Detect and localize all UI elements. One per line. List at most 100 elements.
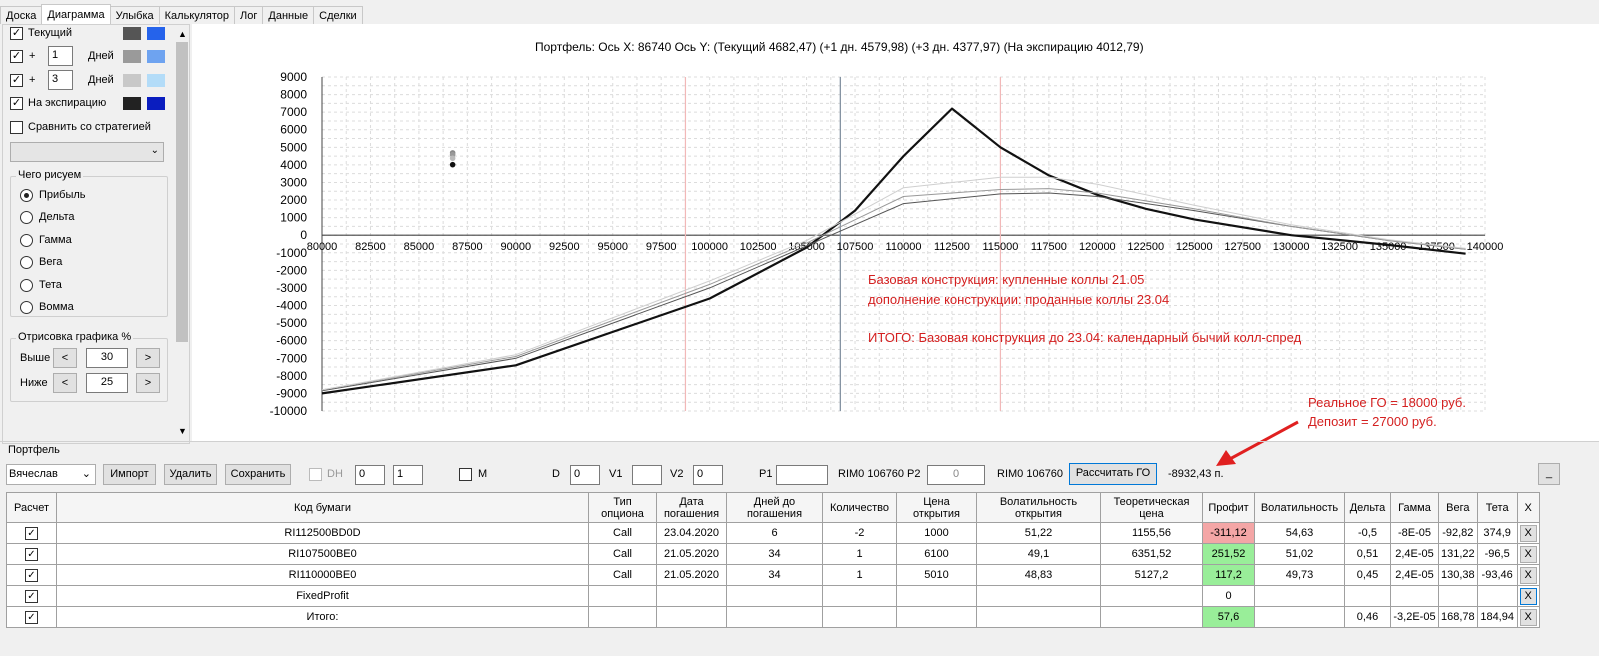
v2-input[interactable]: 0 <box>693 465 723 485</box>
plus1-color-2[interactable] <box>147 50 165 63</box>
delete-button[interactable]: Удалить <box>164 464 217 485</box>
plus3-color-1[interactable] <box>123 74 141 87</box>
plus3-days-input[interactable]: 3 <box>48 70 73 90</box>
tab-diagram[interactable]: Диаграмма <box>41 4 111 24</box>
current-checkbox[interactable]: ✓ <box>10 27 23 40</box>
col-open-price[interactable]: Цена открытия <box>896 492 977 523</box>
calc-cell[interactable]: ✓ <box>6 564 57 586</box>
d-label: D <box>552 468 560 480</box>
annotation-total: ИТОГО: Базовая конструкция до 23.04: кал… <box>868 330 1302 345</box>
calc-cell[interactable]: ✓ <box>6 606 57 628</box>
v1-input[interactable] <box>632 465 662 485</box>
calc-checkbox[interactable]: ✓ <box>25 610 38 624</box>
above-decrease-button[interactable]: < <box>53 348 77 368</box>
table-cell: 54,63 <box>1254 522 1345 544</box>
plus3-checkbox[interactable]: ✓ <box>10 74 23 87</box>
left-scrollbar[interactable]: ▲ ▼ <box>175 26 189 442</box>
dh-stepper-1[interactable]: 0 <box>355 465 385 485</box>
calc-checkbox[interactable]: ✓ <box>25 568 38 582</box>
tab-deals[interactable]: Сделки <box>313 6 363 24</box>
col-x[interactable]: X <box>1516 492 1540 523</box>
table-cell: -93,46 <box>1476 564 1518 586</box>
col-profit[interactable]: Профит <box>1202 492 1255 523</box>
remove-cell[interactable]: X <box>1516 522 1540 544</box>
table-cell <box>822 606 897 628</box>
calc-cell[interactable]: ✓ <box>6 543 57 565</box>
col-qty[interactable]: Количество <box>822 492 897 523</box>
col-code[interactable]: Код бумаги <box>56 492 589 523</box>
dh-stepper-2[interactable]: 1 <box>393 465 423 485</box>
col-vol[interactable]: Волатильность <box>1254 492 1345 523</box>
radio-vega[interactable] <box>20 256 33 269</box>
scroll-thumb[interactable] <box>176 42 188 342</box>
remove-cell[interactable]: X <box>1516 606 1540 628</box>
below-input[interactable]: 25 <box>86 373 128 393</box>
col-vega[interactable]: Вега <box>1438 492 1478 523</box>
table-row[interactable]: ✓ RI110000BE0 Call 21.05.2020 34 1 5010 48,83 51… <box>6 564 1540 586</box>
above-increase-button[interactable]: > <box>136 348 160 368</box>
remove-row-button[interactable]: X <box>1519 587 1537 605</box>
below-decrease-button[interactable]: < <box>53 373 77 393</box>
remove-row-button[interactable]: X <box>1519 608 1537 626</box>
radio-theta[interactable] <box>20 279 33 292</box>
expiration-checkbox[interactable]: ✓ <box>10 97 23 110</box>
remove-row-button[interactable]: X <box>1519 524 1537 542</box>
scroll-up-icon[interactable]: ▲ <box>178 29 187 39</box>
radio-delta[interactable] <box>20 211 33 224</box>
plus1-checkbox[interactable]: ✓ <box>10 50 23 63</box>
compare-checkbox[interactable] <box>10 121 23 134</box>
save-button[interactable]: Сохранить <box>225 464 291 485</box>
tab-data[interactable]: Данные <box>262 6 315 24</box>
expiration-color-2[interactable] <box>147 97 165 110</box>
radio-gamma[interactable] <box>20 234 33 247</box>
calc-go-button[interactable]: Рассчитать ГО <box>1069 463 1157 485</box>
import-button[interactable]: Импорт <box>103 464 156 485</box>
user-select[interactable]: Вячеслав ⌄ <box>6 464 96 485</box>
plus1-color-1[interactable] <box>123 50 141 63</box>
calc-checkbox[interactable]: ✓ <box>25 547 38 561</box>
below-increase-button[interactable]: > <box>136 373 160 393</box>
calc-checkbox[interactable]: ✓ <box>25 589 38 603</box>
p1-input[interactable] <box>776 465 828 485</box>
dh-checkbox[interactable] <box>309 468 322 481</box>
tab-log[interactable]: Лог <box>234 6 264 24</box>
remove-cell[interactable]: X <box>1516 585 1540 607</box>
current-label: Текущий <box>28 27 72 39</box>
remove-row-button[interactable]: X <box>1519 566 1537 584</box>
scroll-down-icon[interactable]: ▼ <box>178 426 187 436</box>
current-color-1[interactable] <box>123 27 141 40</box>
radio-vomma[interactable] <box>20 301 33 314</box>
p2-input[interactable]: 0 <box>927 465 985 485</box>
remove-cell[interactable]: X <box>1516 543 1540 565</box>
calc-cell[interactable]: ✓ <box>6 585 57 607</box>
col-date[interactable]: Дата погашения <box>656 492 727 523</box>
col-delta[interactable]: Дельта <box>1344 492 1391 523</box>
strategy-select[interactable]: ⌄ <box>10 142 164 162</box>
table-row[interactable]: ✓ Итого: 57,6 0,46 -3,2E-05 168,78 184,94 X <box>6 606 1540 628</box>
calc-checkbox[interactable]: ✓ <box>25 526 38 540</box>
plus1-days-input[interactable]: 1 <box>48 46 73 66</box>
d-input[interactable]: 0 <box>570 465 600 485</box>
col-type[interactable]: Тип опциона <box>588 492 657 523</box>
remove-row-button[interactable]: X <box>1519 545 1537 563</box>
plus3-color-2[interactable] <box>147 74 165 87</box>
col-calc[interactable]: Расчет <box>6 492 57 523</box>
col-theor[interactable]: Теоретическая цена <box>1100 492 1203 523</box>
current-color-2[interactable] <box>147 27 165 40</box>
calc-cell[interactable]: ✓ <box>6 522 57 544</box>
m-checkbox[interactable] <box>459 468 472 481</box>
table-row[interactable]: ✓ FixedProfit 0 X <box>6 585 1540 607</box>
col-open-vol[interactable]: Волатильность открытия <box>976 492 1101 523</box>
tab-calculator[interactable]: Калькулятор <box>158 6 236 24</box>
col-theta[interactable]: Тета <box>1476 492 1518 523</box>
above-input[interactable]: 30 <box>86 348 128 368</box>
table-row[interactable]: ✓ RI107500BE0 Call 21.05.2020 34 1 6100 49,1 635… <box>6 543 1540 565</box>
expiration-color-1[interactable] <box>123 97 141 110</box>
col-days[interactable]: Дней до погашения <box>726 492 823 523</box>
minimize-button[interactable]: _ <box>1538 463 1560 485</box>
radio-profit[interactable] <box>20 189 33 202</box>
table-row[interactable]: ✓ RI112500BD0D Call 23.04.2020 6 -2 1000 51,22 1… <box>6 522 1540 544</box>
col-gamma[interactable]: Гамма <box>1390 492 1439 523</box>
remove-cell[interactable]: X <box>1516 564 1540 586</box>
tab-smile[interactable]: Улыбка <box>109 6 160 24</box>
